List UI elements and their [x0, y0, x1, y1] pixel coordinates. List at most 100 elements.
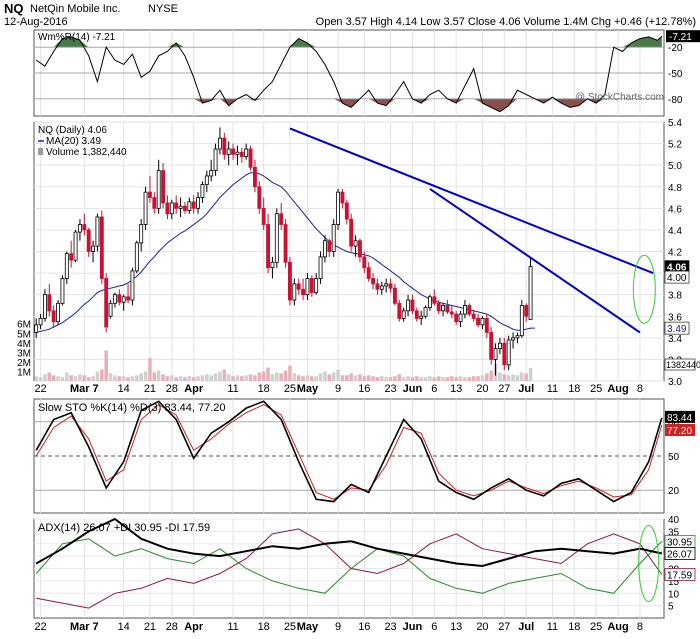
candle-body-14	[95, 216, 100, 247]
sto-last-label-1: 77.20	[667, 426, 692, 437]
adx-legend: ADX(14) 26.07 +DI 30.95 -DI 17.59	[38, 522, 210, 534]
candle-body-69	[336, 191, 340, 225]
volume-bar-2	[43, 374, 47, 381]
candle-body-25	[143, 191, 148, 225]
adx-xtick-label-17: 27	[498, 621, 510, 633]
adx-xtick-label-8: 25	[284, 621, 296, 633]
volume-tick-label-5: 1M	[17, 367, 31, 378]
candle-body-17	[108, 302, 113, 317]
candle-body-18	[113, 294, 117, 304]
candle-body-110	[515, 335, 520, 339]
volume-tick-label-1: 5M	[17, 329, 31, 340]
candle-body-20	[121, 296, 126, 303]
volume-bar-49	[248, 374, 253, 381]
candle-body-61	[301, 288, 305, 296]
adx-xtick-label-16: 20	[476, 621, 488, 633]
candle-body-38	[200, 184, 205, 198]
volume-bar-100	[471, 376, 476, 381]
adx-last-label-0: 30.95	[667, 537, 692, 548]
volume-bar-35	[187, 376, 192, 381]
price-xtick-label-15: 13	[450, 383, 462, 395]
volume-bar-84	[401, 377, 406, 381]
candle-body-108	[506, 339, 511, 366]
adx-xtick-label-14: 6	[431, 621, 437, 633]
sto-d-line	[35, 404, 663, 500]
volume-tick-label-2: 4M	[17, 339, 31, 350]
price-ytick-label-12: 5.4	[668, 118, 682, 129]
volume-bar-13	[91, 376, 95, 381]
candle-body-83	[397, 302, 402, 319]
candle-body-113	[528, 266, 533, 320]
candle-body-44	[226, 148, 231, 155]
price-xtick-label-8: 25	[284, 383, 296, 395]
sto-ytick-label-2: 80	[668, 418, 680, 429]
volume-bar-63	[310, 376, 314, 381]
candle-body-56	[279, 213, 284, 225]
candle-body-27	[152, 197, 157, 209]
price-xtick-label-2: 14	[118, 383, 130, 395]
volume-bar-85	[406, 376, 410, 381]
adx-xtick-label-20: 18	[568, 621, 580, 633]
volume-bar-80	[384, 377, 388, 381]
volume-bar-95	[450, 376, 454, 381]
candle-body-0	[34, 324, 39, 333]
volume-bar-72	[349, 373, 353, 381]
candle-body-86	[410, 299, 415, 312]
volume-bar-6	[60, 377, 65, 381]
willr-line	[35, 35, 663, 113]
candle-body-15	[99, 216, 104, 279]
volume-bar-32	[174, 377, 178, 381]
candle-body-81	[388, 283, 393, 289]
adx-ytick-label-7: 40	[668, 515, 680, 526]
candle-body-101	[476, 318, 480, 326]
volume-bar-51	[257, 372, 262, 381]
candle-body-30	[165, 202, 170, 215]
candle-body-4	[51, 310, 56, 323]
volume-bar-12	[86, 377, 91, 381]
volume-bar-77	[371, 376, 375, 381]
volume-bar-38	[200, 375, 205, 381]
volume-bar-15	[100, 369, 104, 381]
volume-bar-36	[191, 377, 196, 381]
candle-body-1	[38, 318, 43, 326]
candle-body-77	[371, 278, 375, 285]
volume-bar-34	[183, 377, 187, 381]
price-xtick-label-7: 18	[258, 383, 270, 395]
adx-xtick-label-10: 9	[335, 621, 341, 633]
candle-body-43	[222, 137, 227, 155]
candle-body-36	[191, 201, 196, 209]
price-badge-label-1: 4.00	[667, 273, 687, 284]
adx-xtick-label-18: Jul	[518, 621, 534, 633]
volume-bar-50	[253, 375, 257, 381]
price-panel: 3.03.23.43.63.84.04.24.44.64.85.05.25.46…	[17, 118, 700, 395]
volume-bar-24	[139, 373, 143, 381]
volume-bar-92	[436, 376, 441, 381]
candle-body-12	[86, 229, 91, 252]
volume-bar-86	[410, 377, 415, 381]
volume-bar-18	[113, 375, 117, 381]
price-legend-title: NQ (Daily) 4.06	[38, 125, 107, 136]
willr-legend: Wm%R(14) -7.21	[38, 32, 116, 43]
candle-body-82	[393, 287, 397, 304]
exchange: NYSE	[148, 3, 178, 15]
volume-bar-67	[327, 374, 332, 381]
candle-body-62	[305, 278, 310, 296]
candle-body-93	[441, 305, 445, 312]
adx-annotation-ellipse	[638, 525, 660, 603]
candle-body-107	[502, 342, 507, 366]
volume-bar-74	[358, 374, 362, 381]
candle-body-39	[204, 175, 209, 185]
candle-body-2	[43, 294, 47, 319]
volume-bar-103	[485, 373, 489, 381]
volume-bar-59	[292, 373, 297, 381]
volume-bar-44	[226, 374, 231, 381]
candle-body-21	[126, 296, 130, 301]
price-xtick-label-14: 6	[431, 383, 437, 395]
adx-ytick-label-1: 10	[668, 589, 680, 600]
candle-body-111	[519, 305, 524, 337]
candle-body-87	[414, 310, 419, 319]
volume-bar-46	[235, 375, 240, 381]
willr-last-badge	[666, 30, 700, 43]
price-xtick-label-22: Aug	[607, 383, 628, 395]
